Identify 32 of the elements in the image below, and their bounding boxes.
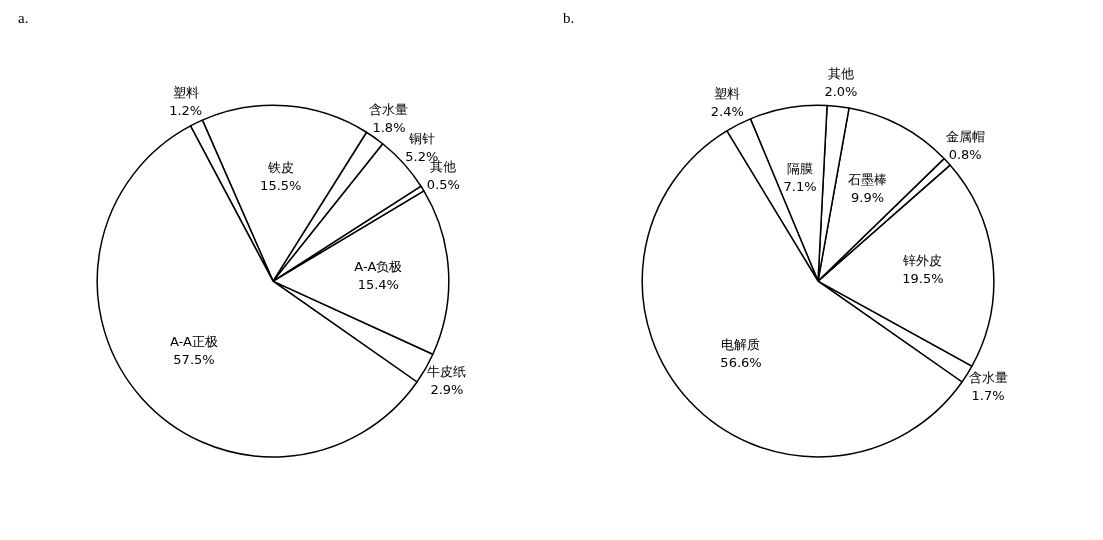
data-label: 2.4% (710, 104, 744, 120)
slice-label: 隔膜 (787, 160, 814, 176)
data-label: 15.5% (260, 177, 302, 193)
data-label: 57.5% (173, 352, 215, 368)
data-label: 1.8% (372, 119, 406, 135)
data-label: 15.4% (357, 276, 399, 292)
data-label: 0.5% (426, 177, 460, 193)
slice-label: 塑料 (714, 86, 741, 102)
data-label: 19.5% (902, 271, 944, 287)
data-label: 9.9% (850, 189, 885, 205)
data-label: 56.6% (720, 354, 762, 370)
data-label: 2.9% (430, 381, 464, 397)
slice-label: 铁皮 (266, 159, 294, 175)
slice-label: 含水量 (369, 101, 409, 117)
slice-label: A-A负极 (354, 258, 403, 274)
slice-label: 含水量 (968, 370, 1008, 386)
slice-label: 石墨棒 (847, 171, 887, 187)
slice-label: 电解质 (721, 336, 761, 352)
slice-label: 锌外皮 (902, 253, 943, 269)
chart-title: b. (563, 10, 575, 27)
data-label: 0.8% (948, 146, 982, 162)
chart-title: a. (18, 10, 29, 27)
slice-label: 铜针 (407, 130, 435, 146)
data-label: 7.1% (783, 178, 817, 194)
data-label: 1.7% (971, 388, 1005, 404)
slice-label: 塑料 (172, 84, 199, 100)
slice-label: 牛皮纸 (427, 363, 467, 379)
data-label: 1.2% (169, 102, 203, 118)
slice-label: 金属帽 (945, 128, 985, 144)
slice-label: 其他 (827, 66, 854, 81)
data-label: 2.0% (824, 84, 858, 99)
slice-label: A-A正极 (170, 334, 218, 350)
